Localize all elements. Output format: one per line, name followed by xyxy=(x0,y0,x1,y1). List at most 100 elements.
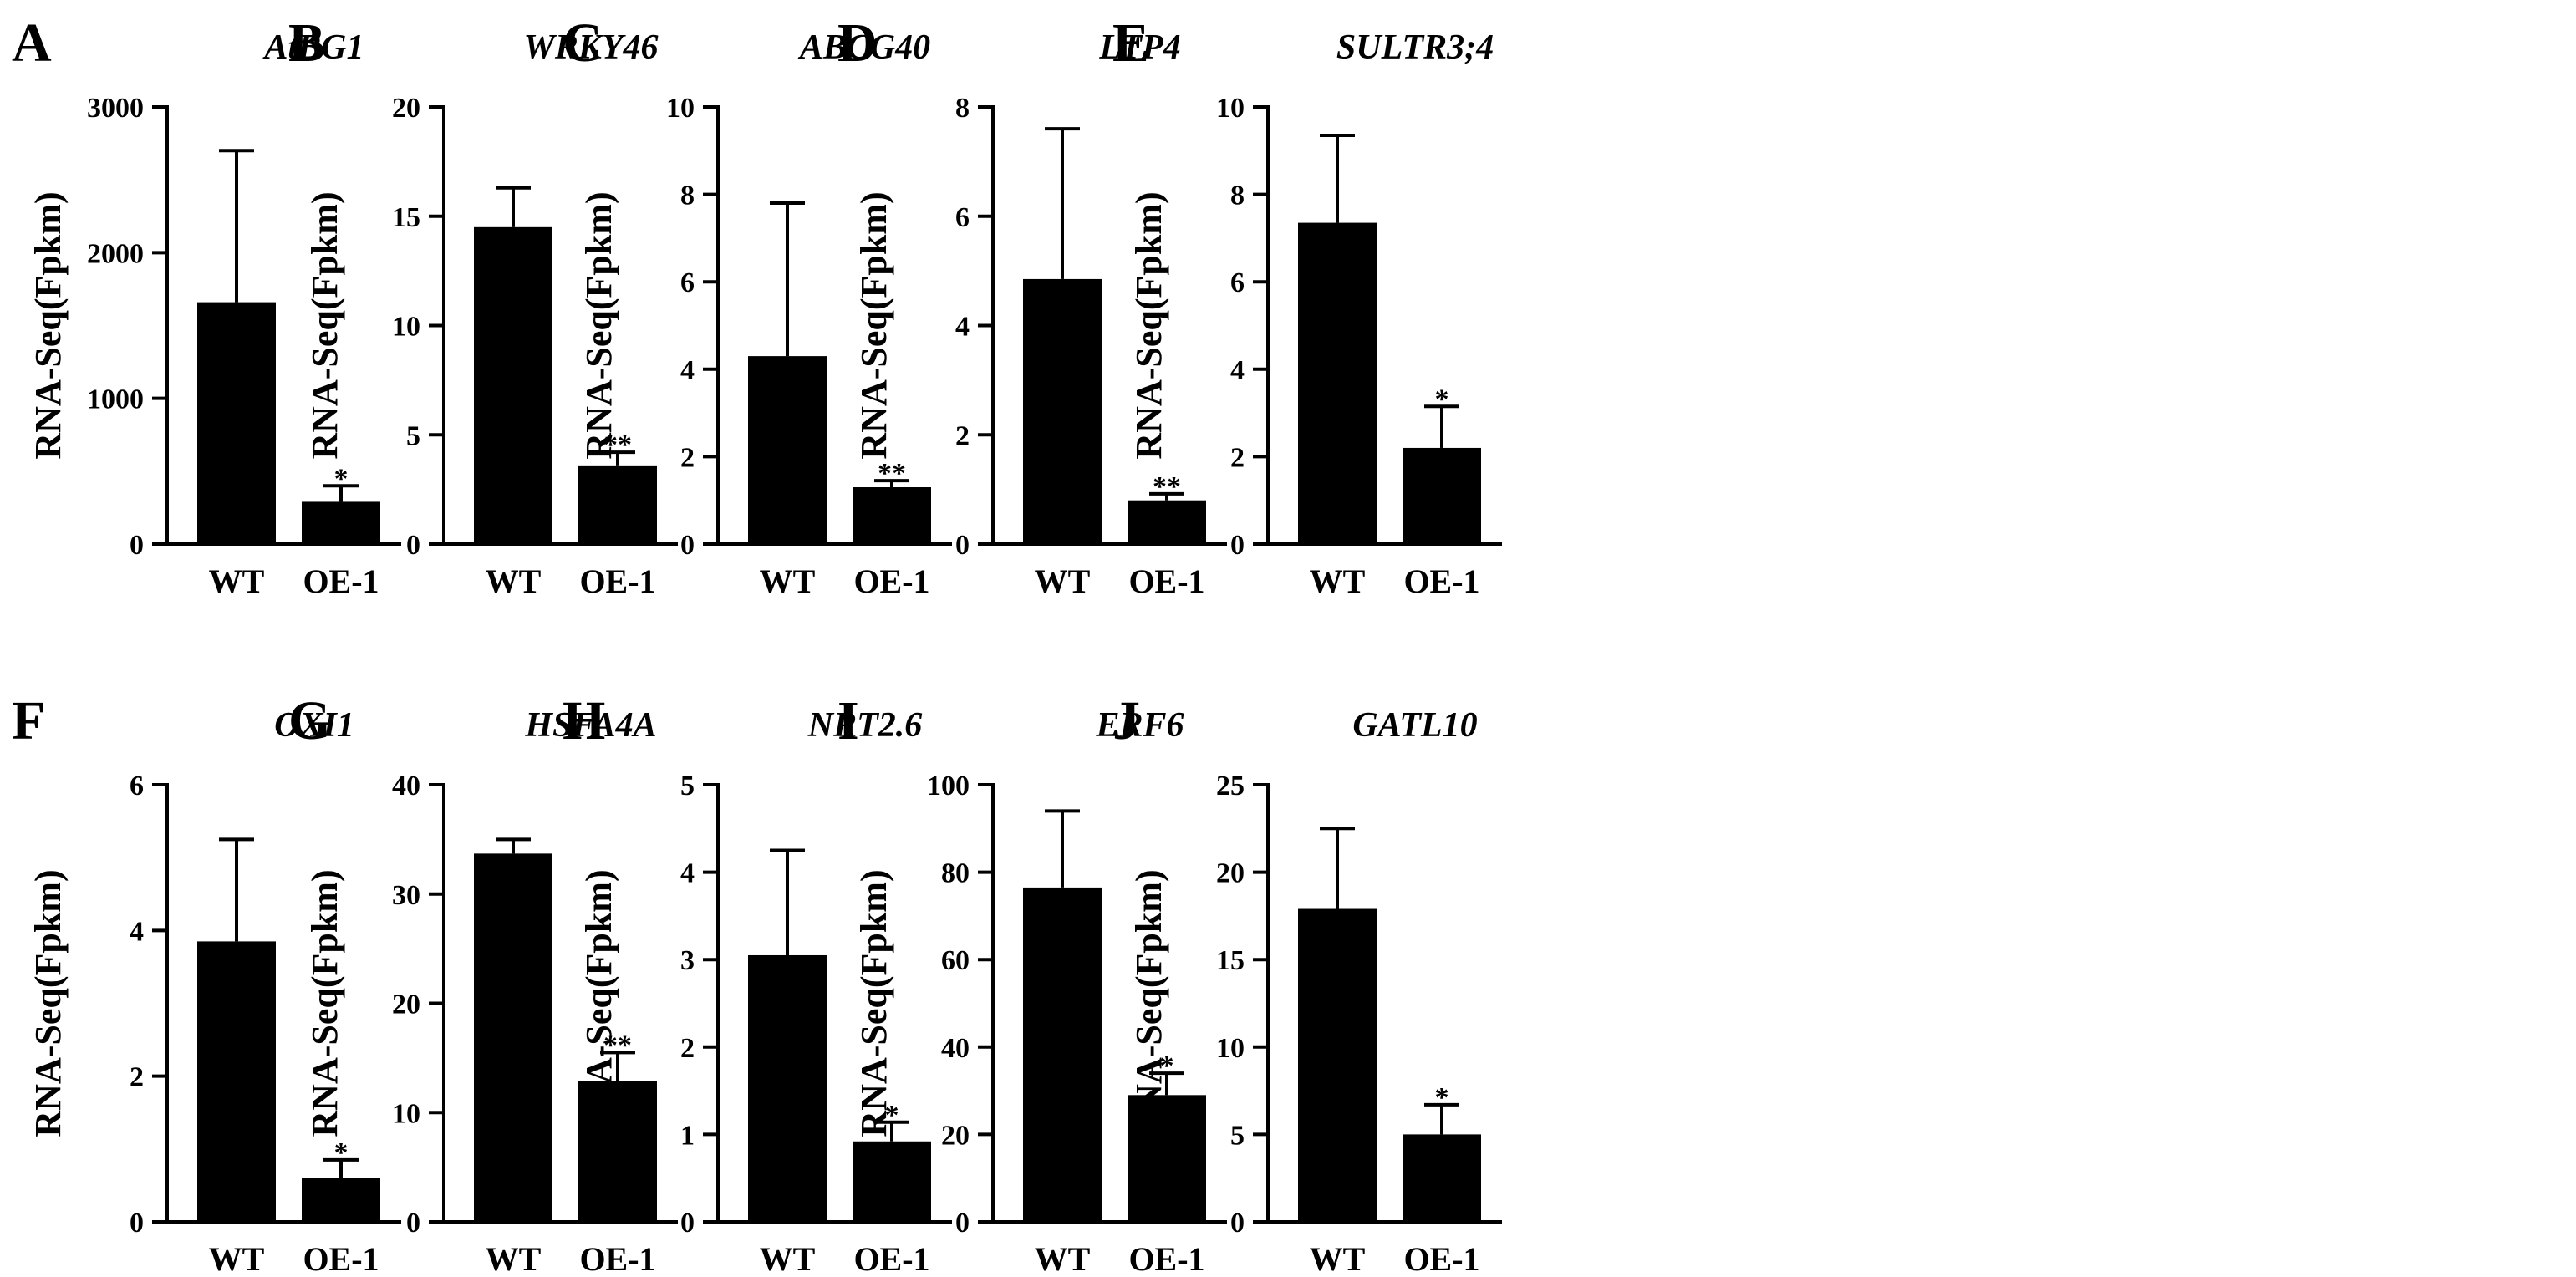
y-tick-label: 5 xyxy=(1230,1120,1245,1151)
y-axis-label: RNA-Seq(Fpkm) xyxy=(304,191,345,459)
y-tick-label: 0 xyxy=(680,530,695,561)
x-category-label: WT xyxy=(209,1240,265,1277)
y-tick-label: 15 xyxy=(392,202,420,233)
bar-wt xyxy=(474,853,552,1222)
panel-letter: J xyxy=(1112,690,1140,751)
panel-i: I ERF6 RNA-Seq(Fpkm) 0 20 40 60 80 100 WT * OE-1 xyxy=(837,690,1227,1277)
x-category-label: WT xyxy=(209,562,265,600)
gene-title: NRT2.6 xyxy=(807,706,923,745)
y-tick-label: 2 xyxy=(1230,442,1245,473)
bar-wt xyxy=(1298,908,1377,1222)
y-tick-label: 5 xyxy=(406,420,420,451)
x-category-label: WT xyxy=(486,562,542,600)
significance-mark: * xyxy=(334,463,349,494)
y-tick-label: 0 xyxy=(406,530,420,561)
significance-mark: * xyxy=(1435,1082,1449,1113)
y-tick-label: 0 xyxy=(130,1208,144,1239)
y-axis-label: RNA-Seq(Fpkm) xyxy=(853,191,894,459)
gene-title: LTP4 xyxy=(1098,28,1180,67)
significance-mark: ** xyxy=(603,430,632,460)
y-axis-label: RNA-Seq(Fpkm) xyxy=(578,869,619,1137)
y-axis-label: RNA-Seq(Fpkm) xyxy=(578,191,619,459)
x-category-label: OE-1 xyxy=(853,562,929,600)
bar-wt xyxy=(748,356,827,544)
bar-wt xyxy=(197,302,276,544)
panel-e: E SULTR3;4 RNA-Seq(Fpkm) 0 2 4 6 8 10 WT * OE-1 xyxy=(1112,13,1502,600)
panel-letter: B xyxy=(288,13,325,74)
panel-d: D LTP4 RNA-Seq(Fpkm) 0 2 4 6 8 WT ** OE-1 xyxy=(837,13,1227,600)
y-tick-label: 10 xyxy=(1216,93,1245,124)
x-category-label: WT xyxy=(1310,1240,1366,1277)
panel-c: C ABCG40 RNA-Seq(Fpkm) 0 2 4 6 8 10 WT ** OE-1 xyxy=(563,13,952,600)
bar-oe-1 xyxy=(1128,1095,1206,1222)
y-tick-label: 4 xyxy=(680,858,695,889)
x-category-label: WT xyxy=(1035,562,1091,600)
y-tick-label: 8 xyxy=(680,181,695,211)
y-tick-label: 100 xyxy=(927,771,970,801)
panel-letter: H xyxy=(563,690,605,751)
gene-title: OXI1 xyxy=(274,706,354,745)
gene-title: ERF6 xyxy=(1095,706,1184,745)
y-tick-label: 3000 xyxy=(87,93,144,124)
bar-oe-1 xyxy=(1403,1134,1481,1222)
y-tick-label: 4 xyxy=(680,355,695,386)
x-category-label: OE-1 xyxy=(303,562,379,600)
y-tick-label: 6 xyxy=(130,771,144,801)
gene-title: SULTR3;4 xyxy=(1336,28,1494,67)
gene-title: ABCG40 xyxy=(797,28,930,67)
significance-mark: * xyxy=(885,1100,899,1131)
y-tick-label: 1 xyxy=(680,1120,695,1151)
significance-mark: * xyxy=(1160,1051,1174,1081)
bar-oe-1 xyxy=(853,487,931,544)
y-tick-label: 10 xyxy=(392,1098,420,1129)
gene-title: AtBG1 xyxy=(262,28,364,67)
bar-oe-1 xyxy=(578,1081,657,1222)
bar-wt xyxy=(197,941,276,1222)
bar-wt xyxy=(474,226,552,544)
x-category-label: OE-1 xyxy=(853,1240,929,1277)
y-tick-label: 0 xyxy=(1230,530,1245,561)
y-tick-label: 20 xyxy=(392,93,420,124)
panel-j: J GATL10 RNA-Seq(Fpkm) 0 5 10 15 20 25 WT * OE-1 xyxy=(1112,690,1502,1277)
y-tick-label: 2000 xyxy=(87,238,144,269)
y-tick-label: 20 xyxy=(941,1120,970,1151)
y-tick-label: 6 xyxy=(680,267,695,298)
gene-title: WRKY46 xyxy=(523,28,658,67)
panel-a: A AtBG1 RNA-Seq(Fpkm) 0 1000 2000 3000 WT * OE-1 xyxy=(12,13,401,600)
panel-letter: A xyxy=(12,13,52,74)
bar-oe-1 xyxy=(578,465,657,544)
y-tick-label: 4 xyxy=(130,916,144,947)
x-category-label: OE-1 xyxy=(579,562,655,600)
y-tick-label: 4 xyxy=(1230,355,1245,386)
y-tick-label: 0 xyxy=(680,1208,695,1239)
y-axis-label: RNA-Seq(Fpkm) xyxy=(1128,869,1169,1137)
y-tick-label: 20 xyxy=(392,990,420,1020)
y-tick-label: 0 xyxy=(955,530,970,561)
y-axis-label: RNA-Seq(Fpkm) xyxy=(1128,191,1169,459)
y-tick-label: 30 xyxy=(392,880,420,911)
significance-mark: ** xyxy=(1153,471,1181,502)
y-axis-label: RNA-Seq(Fpkm) xyxy=(304,869,345,1137)
y-axis-label: RNA-Seq(Fpkm) xyxy=(28,191,69,459)
x-category-label: OE-1 xyxy=(303,1240,379,1277)
panel-f: F OXI1 RNA-Seq(Fpkm) 0 2 4 6 WT * OE-1 xyxy=(12,690,401,1277)
panel-letter: F xyxy=(12,690,45,751)
x-category-label: WT xyxy=(1310,562,1366,600)
y-tick-label: 6 xyxy=(955,202,970,233)
x-category-label: OE-1 xyxy=(1128,1240,1204,1277)
bar-oe-1 xyxy=(1128,500,1206,544)
gene-title: HSFA4A xyxy=(524,706,656,745)
x-category-label: OE-1 xyxy=(1403,1240,1479,1277)
panel-h: H NRT2.6 RNA-Seq(Fpkm) 0 1 2 3 4 5 WT * OE-1 xyxy=(563,690,952,1277)
x-category-label: OE-1 xyxy=(579,1240,655,1277)
bar-oe-1 xyxy=(302,1178,380,1222)
y-tick-label: 6 xyxy=(1230,267,1245,298)
y-tick-label: 0 xyxy=(130,530,144,561)
y-tick-label: 40 xyxy=(392,771,420,801)
y-tick-label: 2 xyxy=(130,1062,144,1093)
bar-oe-1 xyxy=(853,1141,931,1222)
y-tick-label: 4 xyxy=(955,312,970,343)
y-tick-label: 2 xyxy=(680,1033,695,1064)
significance-mark: * xyxy=(1435,384,1449,415)
